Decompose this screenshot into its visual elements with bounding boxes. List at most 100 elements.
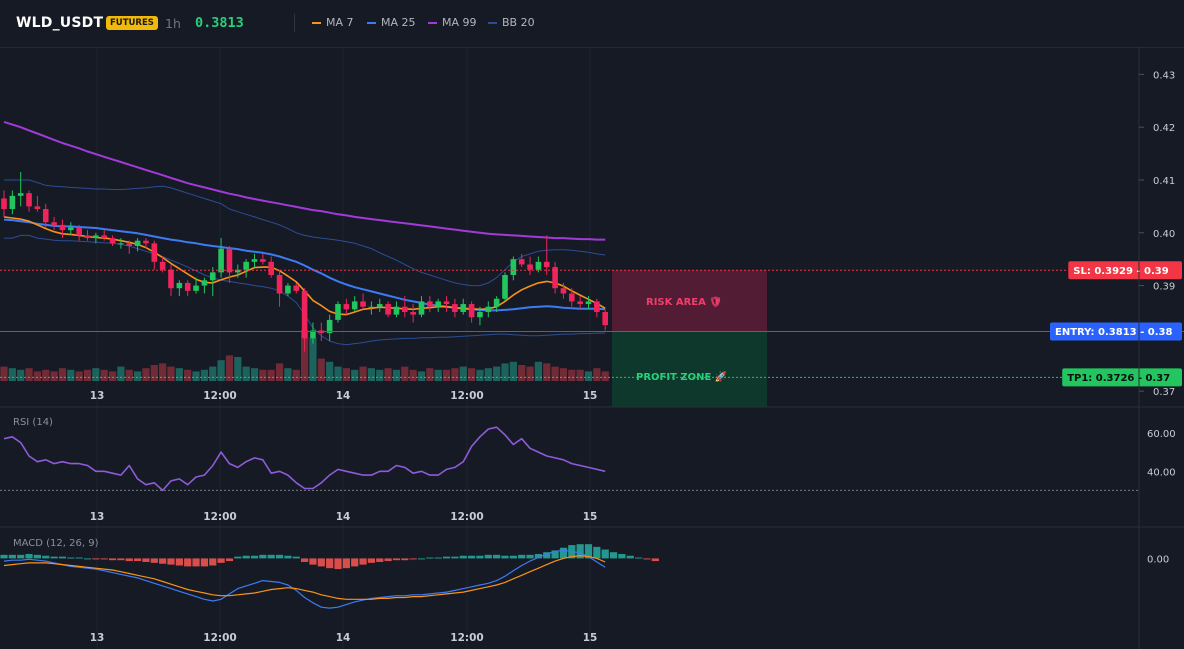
legend-ma25-label: MA 25 xyxy=(381,16,416,29)
profit-zone-label: PROFIT ZONE 🚀 xyxy=(636,370,728,383)
candle-body xyxy=(543,261,550,268)
candle-body xyxy=(435,301,441,307)
volume-bar xyxy=(0,366,8,381)
macd-histogram-bar xyxy=(17,554,25,559)
macd-histogram-bar xyxy=(75,557,83,559)
volume-bar xyxy=(184,369,192,381)
candle-body xyxy=(159,261,166,270)
candlesticks xyxy=(1,172,608,352)
macd-histogram-bar xyxy=(92,558,100,560)
volume-bar xyxy=(301,329,309,381)
volume-bar xyxy=(192,371,200,381)
volume-bar xyxy=(342,368,350,381)
risk-area-label: RISK AREA 🛡 xyxy=(646,296,722,308)
macd-histogram-bar xyxy=(626,555,634,559)
macd-histogram-bar xyxy=(242,555,250,559)
legend-ma25[interactable]: MA 25 xyxy=(367,16,416,29)
volume-bar xyxy=(442,369,451,381)
volume-bar xyxy=(326,361,334,381)
volume-bar xyxy=(209,366,217,381)
candle-body xyxy=(101,235,107,239)
tp1-level-label: TP1: 0.3726 - 0.37 xyxy=(1067,373,1170,384)
macd-histogram-bar xyxy=(134,558,142,562)
macd-histogram-bar xyxy=(493,554,501,559)
macd-histogram-bar xyxy=(192,558,200,567)
legend-ma99[interactable]: MA 99 xyxy=(428,16,477,29)
volume-bar xyxy=(17,369,25,381)
macd-histogram-bar xyxy=(651,558,659,562)
volume-bar xyxy=(534,361,542,381)
macd-histogram-bar xyxy=(234,556,242,559)
entry-level-label: ENTRY: 0.3813 - 0.38 xyxy=(1055,327,1172,338)
macd-histogram-bar xyxy=(67,557,75,559)
candle-body xyxy=(410,311,416,315)
candle-body xyxy=(151,243,158,262)
candle-body xyxy=(184,282,191,291)
macd-histogram-bar xyxy=(225,558,234,562)
macd-histogram-bar xyxy=(643,558,651,560)
ma25-swatch xyxy=(367,21,376,24)
macd-histogram-bar xyxy=(142,558,150,562)
price-tick-label: 0.39 xyxy=(1153,282,1175,293)
volume-bar xyxy=(559,368,568,381)
macd-histogram-bar xyxy=(267,554,275,559)
candle-body xyxy=(510,259,517,276)
candle-body xyxy=(418,301,425,315)
macd-histogram-bar xyxy=(275,554,284,559)
volume-bar xyxy=(42,369,50,381)
macd-histogram-bar xyxy=(551,550,559,559)
candle-body xyxy=(402,306,408,312)
volume-bar xyxy=(217,360,225,381)
macd-histogram-bar xyxy=(100,558,108,560)
volume-bar xyxy=(334,366,342,381)
volume-bar xyxy=(234,357,242,381)
time-tick-label: 14 xyxy=(336,390,351,402)
candle-body xyxy=(360,301,366,307)
chart-header: WLD_USDT FUTURES 1h 0.3813 MA 7 MA 25 MA… xyxy=(0,0,1184,46)
candle-body xyxy=(376,304,383,307)
time-tick-label: 13 xyxy=(90,390,105,402)
legend-ma99-label: MA 99 xyxy=(442,16,477,29)
candle-body xyxy=(343,304,350,310)
timeframe-label[interactable]: 1h xyxy=(165,16,181,31)
volume-bar xyxy=(359,366,367,381)
volume-bar xyxy=(351,369,359,381)
legend-ma7[interactable]: MA 7 xyxy=(312,16,354,29)
candle-body xyxy=(1,198,7,210)
macd-histogram-bar xyxy=(175,558,183,566)
sl-level-label: SL: 0.3929 - 0.39 xyxy=(1073,266,1168,277)
candle-body xyxy=(34,206,41,210)
volume-bar xyxy=(459,366,467,381)
macd-histogram-bar xyxy=(534,553,542,559)
candle-body xyxy=(118,243,124,245)
candle-body xyxy=(485,306,492,312)
time-tick-label: 14 xyxy=(336,511,351,523)
candle-body xyxy=(268,261,274,276)
macd-histogram-bar xyxy=(509,555,517,559)
macd-histogram-bar xyxy=(409,558,417,560)
volume-bar xyxy=(509,361,517,381)
volume-bar xyxy=(409,369,417,381)
candle-body xyxy=(42,209,49,223)
candle-body xyxy=(335,304,341,320)
volume-bar xyxy=(200,369,208,381)
candle-body xyxy=(209,272,216,281)
last-price: 0.3813 xyxy=(195,15,244,31)
volume-bar xyxy=(401,366,409,381)
price-tick-label: 0.41 xyxy=(1153,176,1175,187)
volume-bar xyxy=(576,369,584,381)
legend-bb20[interactable]: BB 20 xyxy=(488,16,535,29)
macd-tick-label: 0.00 xyxy=(1147,554,1169,565)
candle-body xyxy=(468,304,475,318)
volume-bar xyxy=(551,366,559,381)
volume-bar xyxy=(518,365,526,381)
time-tick-label: 12:00 xyxy=(450,511,483,523)
macd-histogram-bar xyxy=(593,546,601,559)
volume-bar xyxy=(493,366,501,381)
macd-histogram-bar xyxy=(451,556,459,559)
candle-body xyxy=(109,238,116,244)
macd-histogram-bar xyxy=(384,558,392,562)
symbol-title[interactable]: WLD_USDT xyxy=(16,15,104,31)
volume-bar xyxy=(593,368,601,381)
